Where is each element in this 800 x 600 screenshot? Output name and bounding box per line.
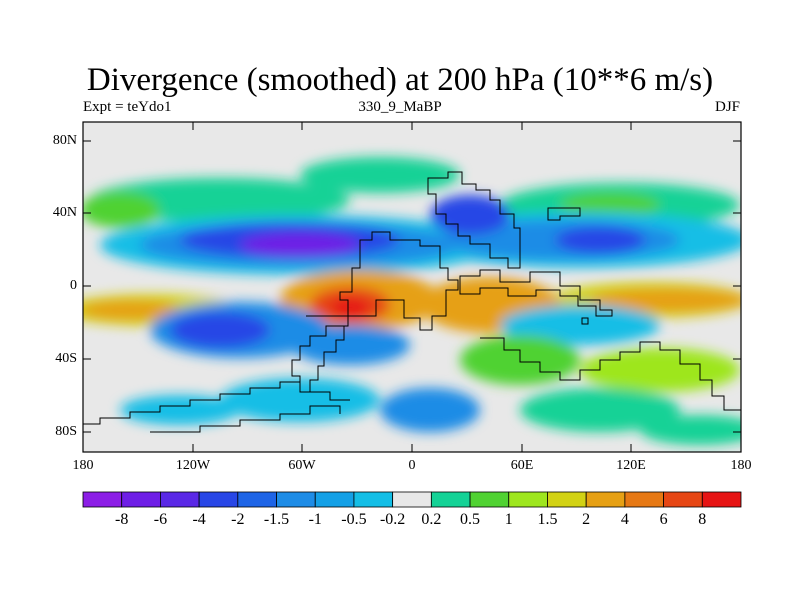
y-tick-label: 80S [55,424,77,439]
y-tick-label: 0 [70,278,77,293]
colorbar-label: -0.2 [379,511,406,528]
colorbar-swatch [430,491,471,508]
x-tick-label: 0 [408,458,416,473]
period-label: 330_9_MaBP [358,99,442,115]
x-tick-label: 120E [616,458,646,473]
colorbar-swatch [547,491,587,508]
colorbar-label: 1.5 [537,511,558,528]
colorbar-label: -8 [115,511,129,528]
colorbar-swatch [237,491,277,508]
colorbar-swatch [392,491,432,508]
colorbar-swatch [663,491,703,508]
axis-ticks [82,122,742,452]
y-tick-label: 80N [52,133,77,148]
colorbar-label: 1 [504,511,513,528]
y-tick-label: 40N [52,205,77,220]
colorbar-swatch [353,491,394,508]
colorbar-swatch [585,491,626,508]
x-tick-label: 120W [175,458,211,473]
colorbar-label: -1.5 [263,511,290,528]
colorbar-swatch [276,491,316,508]
colorbar-swatch [469,491,510,508]
colorbar-swatch [198,491,239,508]
colorbar-swatch [121,491,161,508]
colorbar-label: -6 [153,511,168,528]
colorbar-swatch [508,491,548,508]
y-tick-label: 40S [55,351,77,366]
colorbar-swatch [624,491,664,508]
colorbar-swatch [160,491,200,508]
colorbar-swatch [314,491,355,508]
colorbar-label: 4 [620,511,629,528]
colorbar-swatch [701,491,742,508]
colorbar [82,491,742,508]
colorbar-label: -0.5 [341,511,367,528]
plot-title: Divergence (smoothed) at 200 hPa (10**6 … [86,62,714,98]
colorbar-label: 6 [659,511,668,528]
x-tick-label: 60W [288,458,316,473]
divergence-field [83,122,741,452]
colorbar-label: 0.2 [421,511,442,528]
colorbar-label: -4 [192,511,206,528]
experiment-label: Expt = teYdo1 [83,99,172,115]
colorbar-label: 2 [582,511,591,528]
x-tick-label: 180 [72,458,94,473]
colorbar-swatch [82,491,123,508]
colorbar-label: -1 [308,511,322,528]
x-tick-label: 60E [510,458,534,473]
season-label: DJF [714,99,740,115]
x-tick-label: 180 [730,458,752,473]
colorbar-label: 0.5 [460,511,481,528]
colorbar-label: 8 [698,511,707,528]
colorbar-label: -2 [231,511,245,528]
